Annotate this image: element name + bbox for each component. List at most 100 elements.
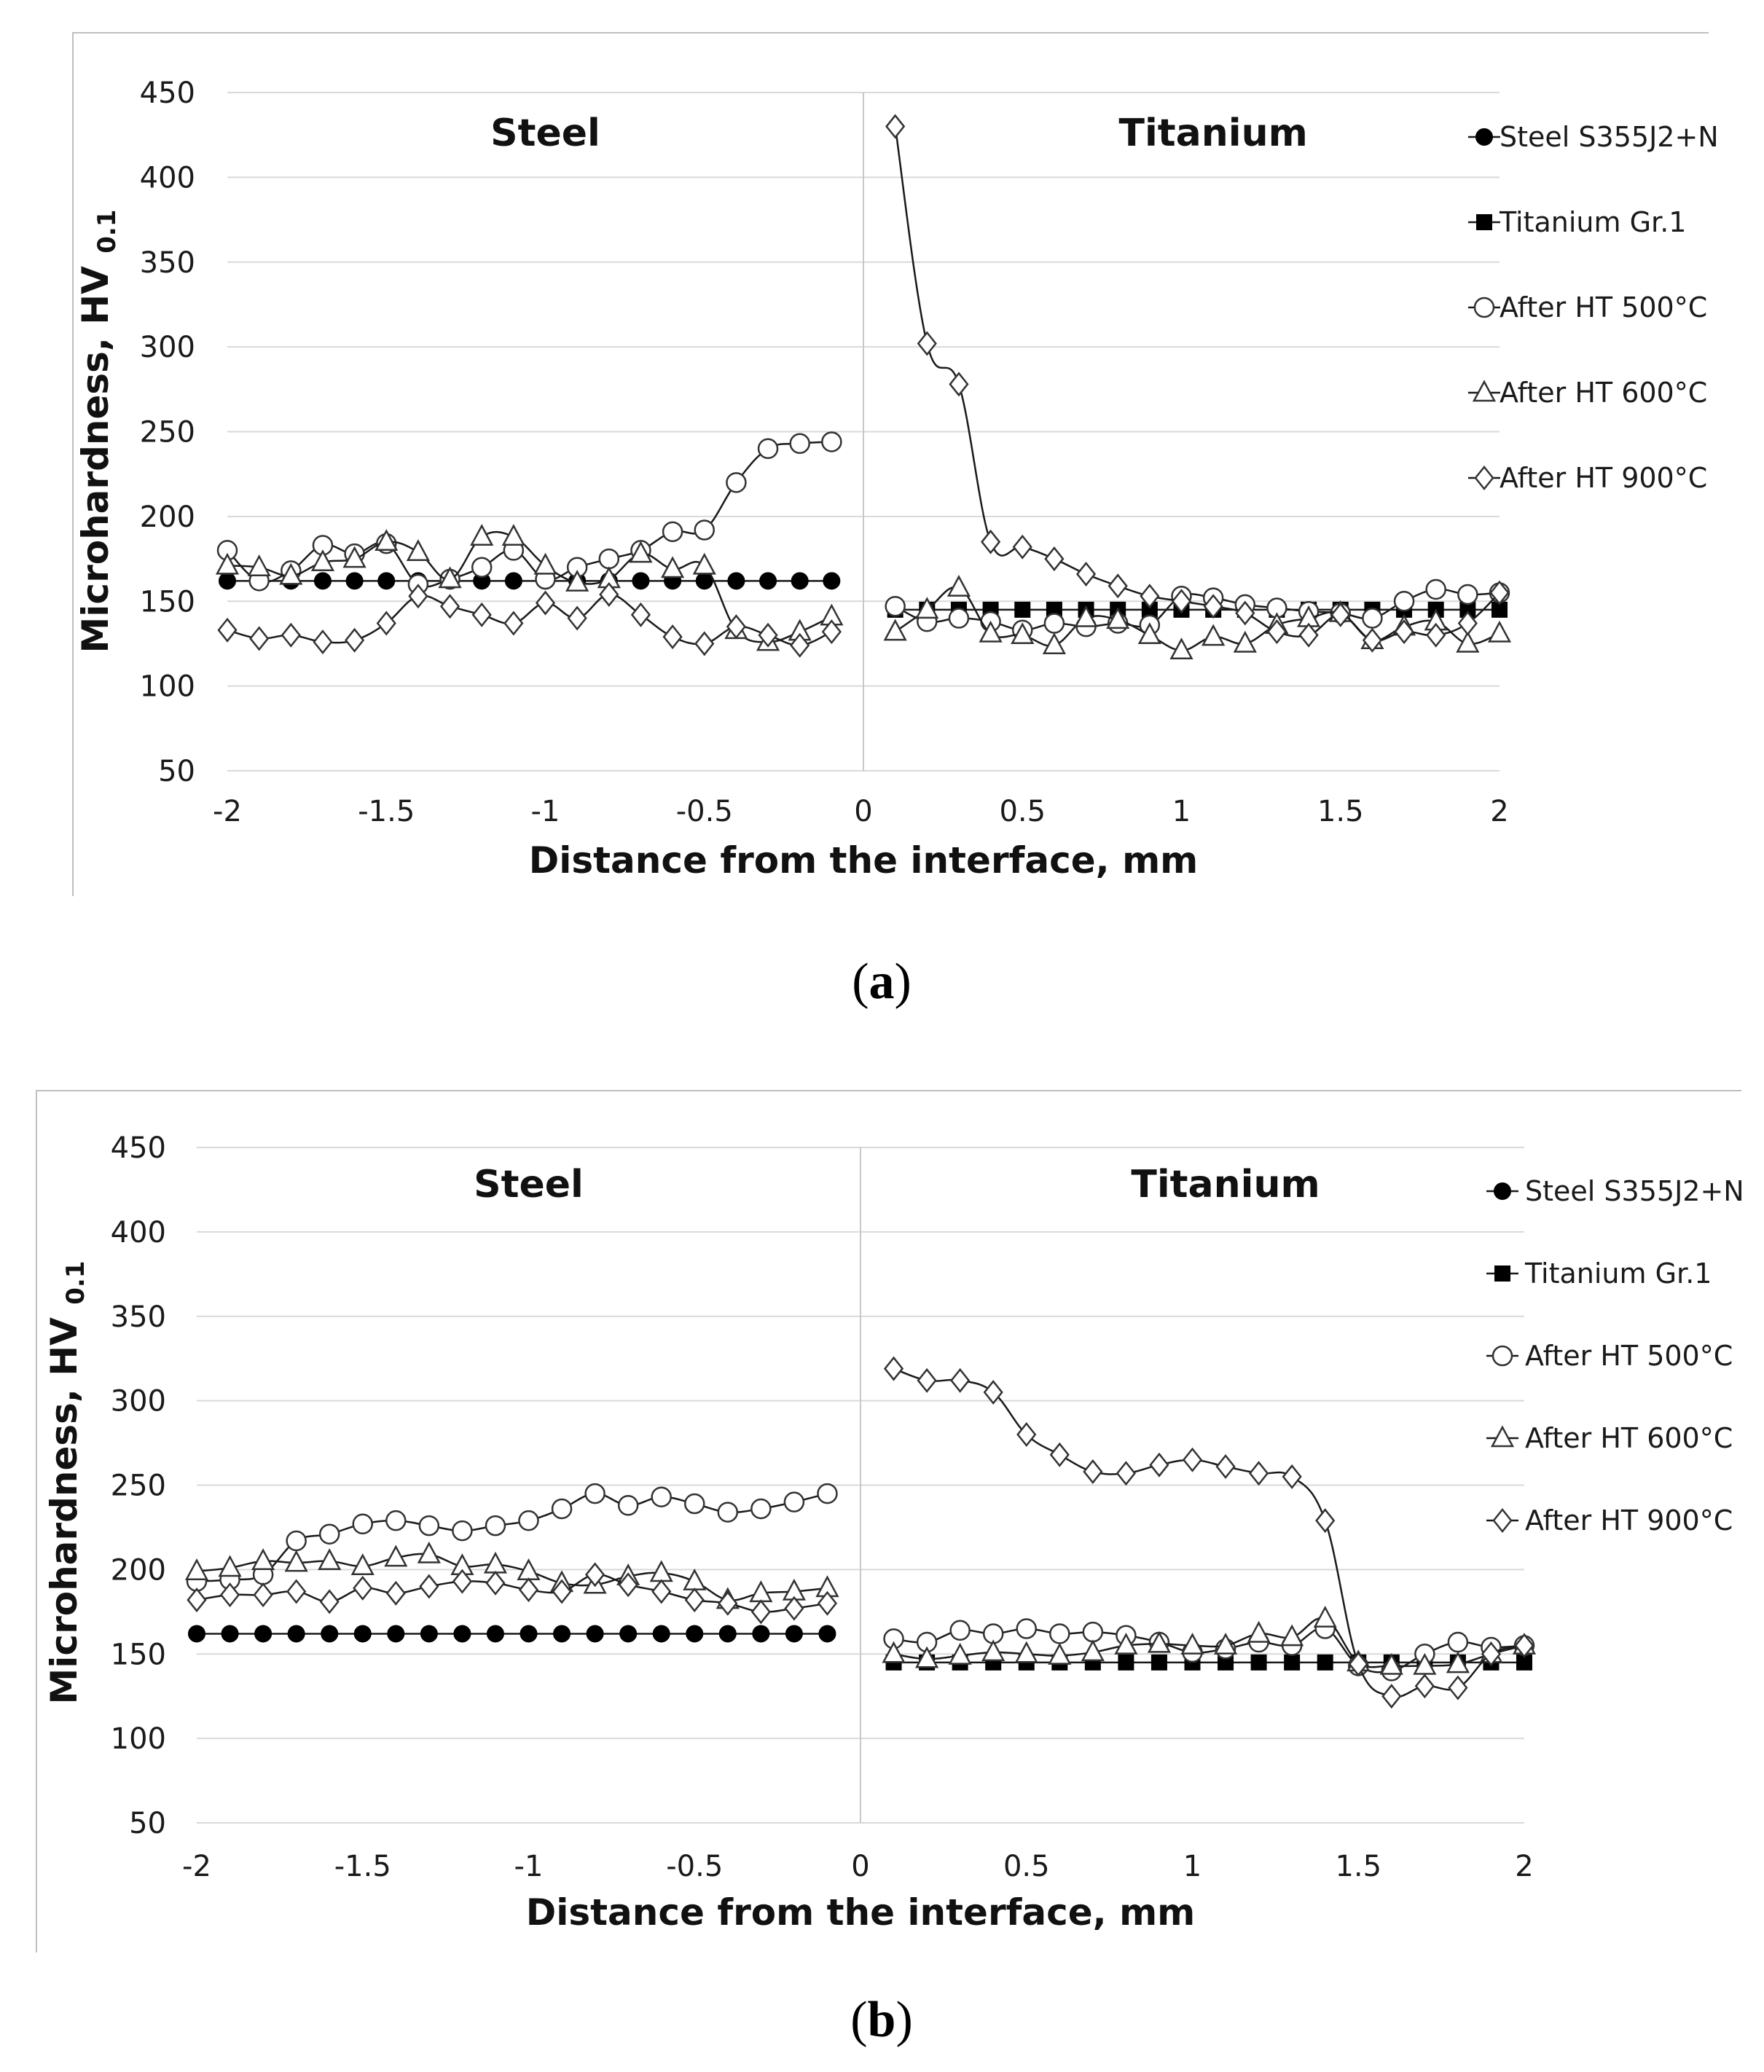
- data-point: [408, 584, 428, 609]
- data-point: [1042, 632, 1066, 655]
- data-point: [565, 570, 589, 592]
- data-point: [584, 1483, 605, 1504]
- data-point: [503, 611, 524, 636]
- legend-marker: [1475, 128, 1493, 146]
- region-label-titanium: Titanium: [1119, 111, 1308, 155]
- data-point: [247, 554, 271, 576]
- legend-item: Titanium Gr.1: [1468, 206, 1686, 238]
- legend-marker: [1473, 297, 1495, 318]
- y-tick-label: 100: [140, 670, 195, 704]
- data-point: [1248, 1461, 1269, 1486]
- data-point: [350, 1553, 375, 1575]
- y-tick-label: 150: [111, 1638, 166, 1671]
- x-tick-label: 2: [1490, 795, 1508, 828]
- data-point: [384, 1545, 408, 1567]
- data-point: [790, 632, 810, 658]
- data-point: [279, 562, 303, 585]
- data-point: [1081, 1639, 1105, 1662]
- data-point: [917, 331, 937, 356]
- data-point: [215, 552, 240, 575]
- data-point: [249, 626, 270, 651]
- series-after-ht-900-c: [187, 1356, 1534, 1709]
- data-point: [1083, 1459, 1103, 1484]
- chart-frame: [72, 32, 1709, 896]
- data-point: [345, 572, 364, 590]
- data-point: [1447, 1631, 1469, 1653]
- data-point: [1182, 1447, 1203, 1472]
- data-point: [1014, 601, 1031, 618]
- y-axis-title-subscript: 0.1: [93, 210, 122, 254]
- y-tick-label: 450: [140, 76, 195, 110]
- x-tick-label: 1: [1183, 1850, 1202, 1883]
- series-after-ht-900-c: [217, 114, 1510, 658]
- data-point: [452, 1520, 473, 1542]
- x-tick-label: -0.5: [676, 795, 733, 828]
- y-axis-title-subscript: 0.1: [61, 1261, 90, 1305]
- data-point: [420, 1625, 438, 1643]
- data-point: [471, 557, 493, 578]
- data-point: [630, 602, 651, 627]
- data-point: [649, 1560, 673, 1582]
- legend-marker: [1474, 465, 1494, 491]
- legend-marker: [1476, 214, 1492, 230]
- data-point: [684, 1493, 705, 1515]
- y-axis-title: Microhardness, HV 0.1: [43, 1261, 90, 1705]
- data-point: [1425, 578, 1446, 600]
- data-point: [1114, 1633, 1138, 1655]
- y-tick-label: 400: [140, 161, 195, 195]
- data-point: [981, 1639, 1006, 1662]
- y-axis-title: Microhardness, HV 0.1: [74, 210, 122, 654]
- x-tick-label: 1: [1172, 795, 1191, 828]
- legend-item: After HT 900°C: [1486, 1504, 1733, 1537]
- data-point: [533, 552, 557, 575]
- y-tick-label: 350: [140, 246, 195, 280]
- data-point: [485, 1515, 506, 1537]
- data-point: [618, 1572, 638, 1598]
- panel-b-caption: (b): [850, 1992, 913, 2048]
- data-point: [752, 1625, 770, 1643]
- data-point: [319, 1589, 340, 1614]
- y-axis-title-main: Microhardness, HV: [43, 1305, 85, 1705]
- legend-label: After HT 500°C: [1525, 1340, 1733, 1372]
- data-point: [1459, 601, 1476, 618]
- data-point: [321, 1625, 339, 1643]
- x-axis-title: Distance from the interface, mm: [529, 839, 1199, 882]
- x-tick-label: 2: [1515, 1850, 1533, 1883]
- data-point: [1489, 580, 1510, 605]
- x-tick-label: -1: [514, 1850, 544, 1883]
- y-tick-label: 100: [111, 1722, 166, 1756]
- data-point: [948, 608, 970, 629]
- data-point: [692, 552, 716, 575]
- data-point: [783, 1491, 805, 1512]
- y-tick-label: 50: [158, 755, 195, 788]
- data-point: [619, 1625, 638, 1643]
- data-point: [418, 1515, 440, 1537]
- data-point: [726, 614, 747, 640]
- data-point: [1266, 619, 1287, 645]
- data-point: [471, 602, 492, 627]
- data-point: [882, 1641, 906, 1663]
- data-point: [1016, 1618, 1037, 1639]
- data-point: [1118, 1654, 1134, 1671]
- data-point: [651, 1579, 672, 1604]
- data-point: [483, 1551, 508, 1574]
- data-point: [823, 572, 841, 590]
- data-point: [817, 1483, 838, 1504]
- data-point: [784, 1596, 804, 1621]
- data-point: [694, 631, 715, 656]
- x-tick-label: -2: [182, 1850, 211, 1883]
- data-point: [950, 1367, 971, 1393]
- y-tick-label: 200: [111, 1553, 166, 1587]
- legend-label: Titanium Gr.1: [1524, 1257, 1712, 1290]
- data-point: [552, 1579, 572, 1604]
- y-axis-title-main: Microhardness, HV: [74, 254, 117, 654]
- data-point: [1313, 1605, 1337, 1628]
- data-point: [1169, 637, 1193, 659]
- data-point: [983, 1380, 1003, 1405]
- data-point: [217, 617, 238, 643]
- data-point: [453, 1625, 471, 1643]
- data-point: [652, 1625, 670, 1643]
- data-point: [917, 1367, 937, 1393]
- data-point: [1362, 627, 1383, 653]
- data-point: [757, 438, 779, 460]
